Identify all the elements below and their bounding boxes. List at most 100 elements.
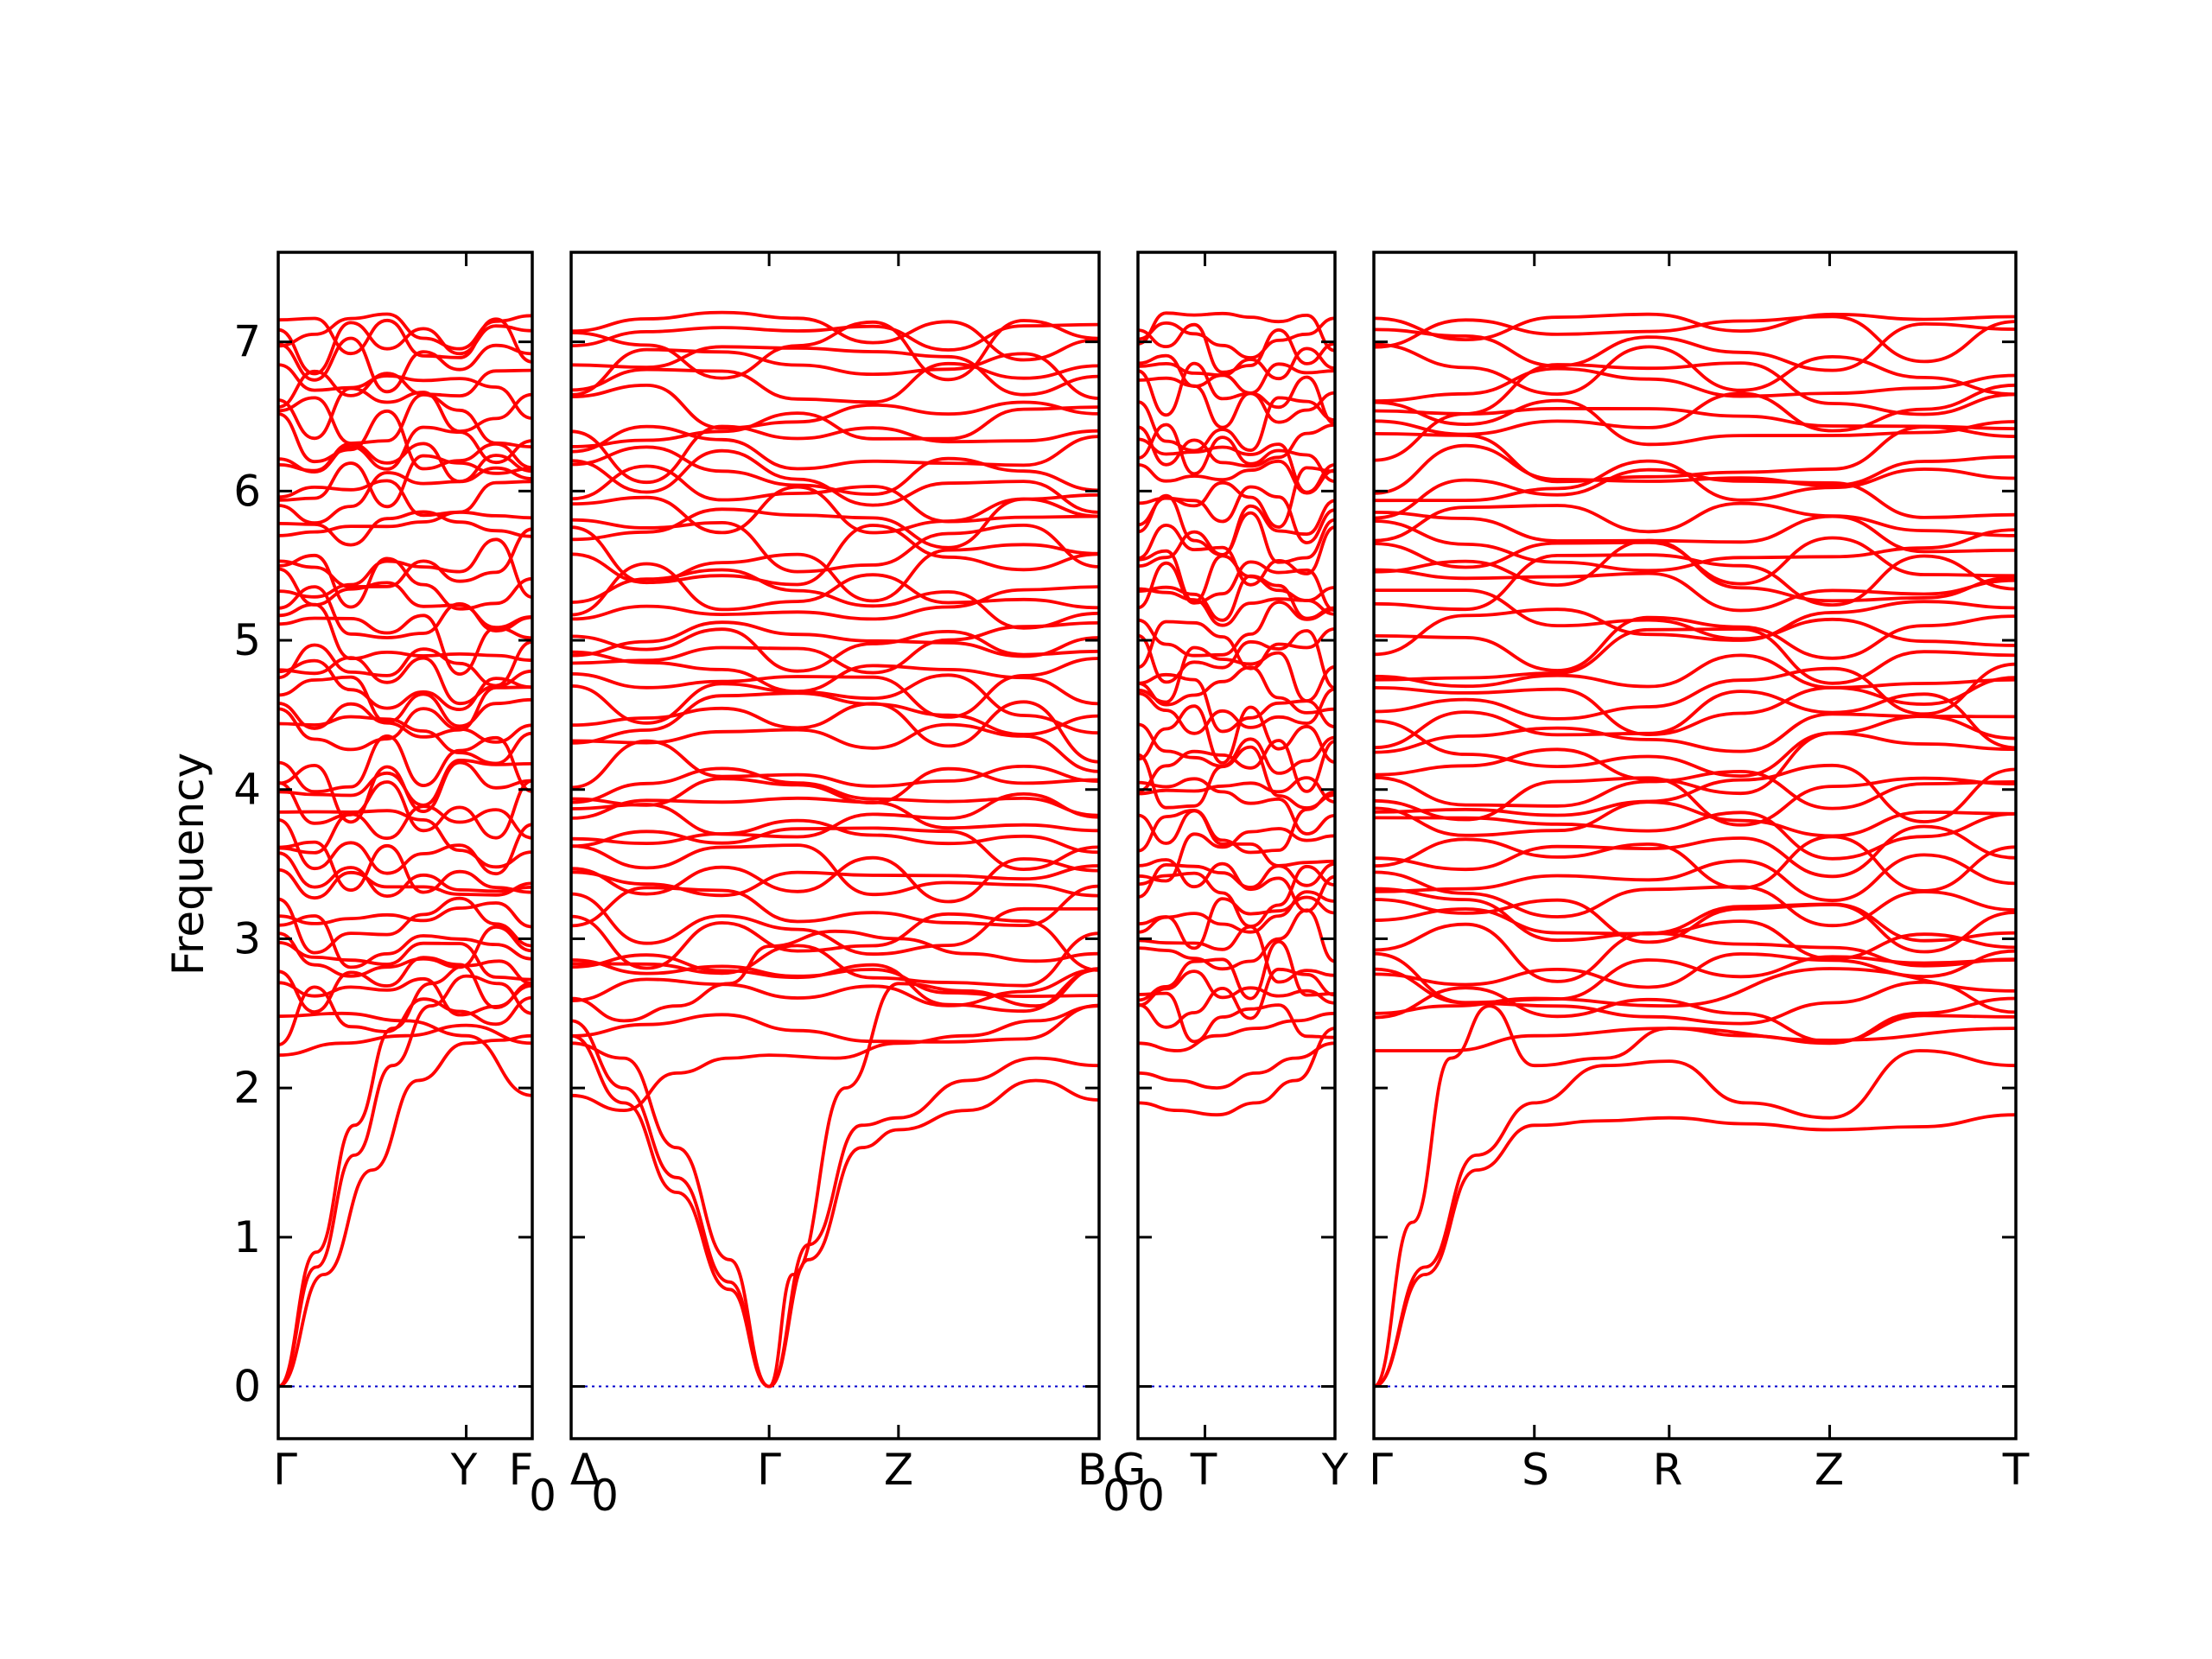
band-line <box>571 912 1099 972</box>
band-line <box>1374 1113 2016 1389</box>
band-line <box>1374 568 2016 613</box>
band-line <box>571 1033 1099 1389</box>
band-line <box>571 855 1099 904</box>
band-line <box>1374 511 2016 554</box>
band-line <box>278 392 532 448</box>
band-line <box>1138 1027 1335 1117</box>
band-line <box>1138 524 1335 587</box>
band-line <box>1138 687 1335 735</box>
band-line <box>278 1011 532 1097</box>
band-line <box>1374 949 2016 989</box>
band-line <box>278 312 532 351</box>
band-line <box>1374 398 2016 447</box>
band-line <box>1138 739 1335 793</box>
band-line <box>278 901 532 929</box>
band-line <box>1374 519 2016 573</box>
band-line <box>278 640 532 688</box>
band-line <box>1374 712 2016 754</box>
band-line <box>278 527 532 588</box>
band-line <box>1138 396 1335 453</box>
band-line <box>571 884 1099 928</box>
band-line <box>1374 443 2016 495</box>
x-tick-label: B <box>1077 1445 1107 1495</box>
band-line <box>571 1004 1099 1112</box>
band-line <box>278 510 532 537</box>
band-line <box>1374 614 2016 672</box>
band-line <box>571 722 1099 773</box>
band-line <box>1138 969 1335 1007</box>
band-line <box>1374 342 2016 397</box>
x-tick-label: Z <box>884 1445 913 1495</box>
y-tick-label: 2 <box>233 1063 261 1113</box>
band-line <box>1374 690 2016 750</box>
band-line <box>571 345 1099 397</box>
band-line <box>278 510 532 547</box>
band-line <box>571 818 1099 855</box>
x-tick-label: T <box>2002 1445 2030 1495</box>
band-line <box>1138 790 1335 855</box>
x-tick-label: T <box>1190 1445 1217 1495</box>
band-line <box>1138 574 1335 622</box>
band-line <box>1138 991 1335 1044</box>
band-line <box>1374 1027 2016 1052</box>
band-line <box>278 479 532 518</box>
band-line <box>278 851 532 898</box>
band-line <box>278 553 532 611</box>
y-tick-label: 0 <box>233 1362 261 1412</box>
band-line <box>571 568 1099 630</box>
band-line <box>571 562 1099 617</box>
band-line <box>1138 375 1335 429</box>
band-line <box>278 779 532 840</box>
band-line <box>1138 560 1335 613</box>
band-line <box>1138 722 1335 775</box>
band-line <box>1138 437 1335 494</box>
band-line <box>278 914 532 969</box>
band-line <box>571 739 1099 790</box>
band-line <box>278 386 532 441</box>
band-line <box>571 347 1099 400</box>
band-line <box>571 967 1099 1389</box>
band-line <box>1374 800 2016 838</box>
band-line <box>571 310 1099 362</box>
band-line <box>1374 361 2016 416</box>
x-tick-label: 0 <box>1103 1471 1130 1521</box>
band-group-2 <box>571 310 1099 1389</box>
x-tick-label: Γ <box>1369 1445 1393 1495</box>
band-line <box>1138 629 1335 690</box>
band-line <box>1374 835 2016 893</box>
band-line <box>1374 600 2016 657</box>
band-line <box>1138 316 1335 359</box>
band-line <box>1138 925 1335 984</box>
band-line <box>1374 536 2016 586</box>
band-line <box>1138 511 1335 568</box>
band-line <box>1138 645 1335 704</box>
band-line <box>278 896 532 955</box>
band-line <box>571 620 1099 658</box>
band-line <box>1138 939 1335 1002</box>
band-group-4 <box>1374 312 2016 1389</box>
band-line <box>571 493 1099 550</box>
band-line <box>278 585 532 639</box>
band-line <box>1138 776 1335 804</box>
band-line <box>571 424 1099 485</box>
band-line <box>571 445 1099 496</box>
band-line <box>571 766 1099 817</box>
band-line <box>1138 890 1335 934</box>
y-tick-label: 7 <box>233 317 261 367</box>
band-line <box>1138 665 1335 715</box>
band-line <box>1374 322 2016 372</box>
panel-frame <box>276 251 534 1440</box>
band-line <box>278 658 532 711</box>
band-line <box>278 804 532 855</box>
y-tick-label: 3 <box>233 913 261 963</box>
band-line <box>571 792 1099 839</box>
band-line <box>1138 967 1335 1029</box>
band-line <box>1374 425 2016 484</box>
panel-frame <box>1372 251 2018 1440</box>
band-line <box>1138 466 1335 529</box>
band-line <box>571 464 1099 524</box>
band-line <box>278 1023 532 1057</box>
band-line <box>571 826 1099 871</box>
band-line <box>1138 311 1335 353</box>
x-tick-label: R <box>1653 1445 1683 1495</box>
